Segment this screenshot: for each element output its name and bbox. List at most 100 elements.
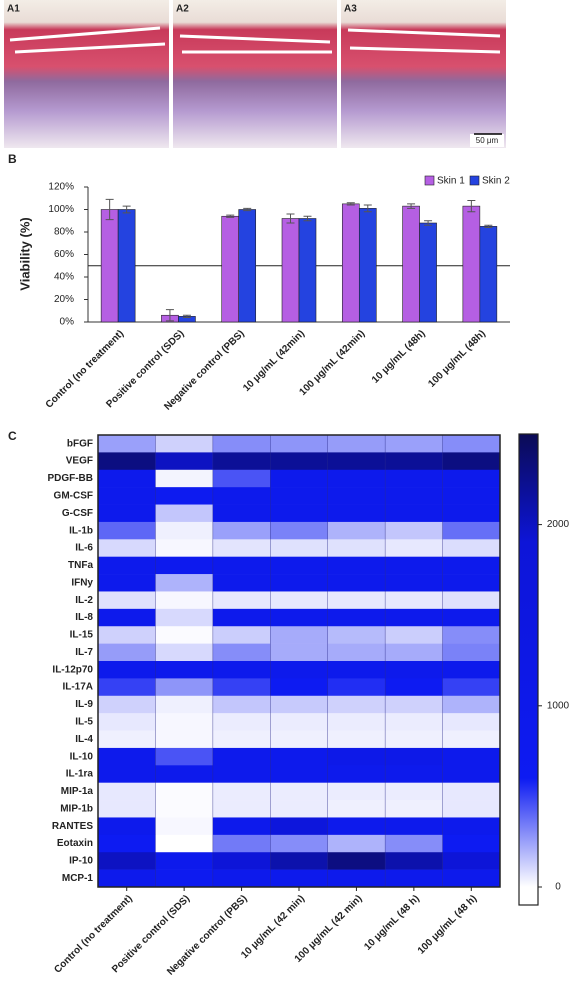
heatmap-cell [442, 591, 501, 610]
x-tick-label: 100 μg/mL (42min) [298, 328, 368, 398]
y-tick-label: 20% [54, 294, 74, 305]
heatmap-cell [98, 747, 156, 766]
heatmap-cell [270, 765, 329, 783]
scale-label: 50 μm [476, 136, 499, 145]
heatmap-cell [442, 626, 501, 644]
row-label: bFGF [67, 438, 93, 449]
heatmap-cell [442, 608, 501, 627]
row-label: TNFa [68, 560, 93, 571]
heatmap-cell [98, 678, 156, 697]
heatmap-cell [98, 504, 156, 523]
heatmap-cell [98, 713, 156, 731]
heatmap-cell [212, 852, 271, 870]
heatmap-cell [270, 574, 329, 592]
error-bar [484, 224, 493, 228]
heatmap-cell [270, 800, 329, 818]
heatmap-cell [98, 591, 156, 610]
heatmap-cell [442, 852, 501, 870]
histology-images: A1 A2 A3 50 μm [4, 0, 506, 148]
heatmap-cell [327, 643, 386, 662]
heatmap-cell [442, 469, 501, 488]
heatmap-cell [327, 661, 386, 679]
heatmap-cell [212, 730, 271, 749]
row-label: IL-2 [75, 595, 93, 606]
x-tick-label: 100 μg/mL (48h) [426, 328, 487, 389]
heatmap-cell [212, 834, 271, 853]
heatmap-cell [155, 852, 214, 870]
heatmap-cell [385, 730, 443, 749]
heatmap-cell [155, 574, 214, 592]
heatmap-cell [327, 713, 386, 731]
heatmap-cell [327, 469, 386, 488]
heatmap-cell [270, 852, 329, 870]
x-tick-label: 100 μg/mL (48 h) [416, 893, 479, 956]
y-tick-label: 40% [54, 272, 74, 283]
heatmap-cell [385, 521, 443, 540]
row-label: IL-17A [62, 682, 93, 693]
heatmap-cell [327, 626, 386, 644]
bar [419, 222, 437, 323]
heatmap-cell [212, 521, 271, 540]
heatmap-cell [155, 435, 214, 453]
heatmap-cell [98, 539, 156, 557]
heatmap-cell [212, 643, 271, 662]
heatmap-cell [442, 695, 501, 714]
heatmap-cell [155, 608, 214, 627]
heatmap-cell [327, 521, 386, 540]
row-label: IL-1b [69, 525, 93, 536]
error-bar [122, 205, 131, 214]
heatmap-cell [442, 869, 501, 888]
bar [221, 215, 240, 323]
heatmap-cell [442, 747, 501, 766]
row-label: IP-10 [69, 856, 93, 867]
heatmap-cell [385, 713, 443, 731]
heatmap-cell [155, 469, 214, 488]
heatmap-cell [327, 574, 386, 592]
heatmap-cell [212, 608, 271, 627]
error-bar [105, 198, 114, 221]
heatmap-cell [155, 782, 214, 801]
error-bar [182, 314, 191, 318]
heatmap-cell [212, 678, 271, 697]
heatmap-cell [327, 747, 386, 766]
heatmap-cell [442, 643, 501, 662]
row-label: MIP-1b [60, 803, 93, 814]
heatmap-cell [442, 765, 501, 783]
heatmap-cell [270, 747, 329, 766]
heatmap-cell [212, 817, 271, 836]
heatmap-cell [442, 730, 501, 749]
row-label: IL-5 [75, 716, 93, 727]
heatmap-cell [212, 452, 271, 471]
scale-box [470, 134, 504, 147]
heatmap-cell [212, 782, 271, 801]
heatmap-cell [270, 713, 329, 731]
row-label: IL-4 [75, 734, 93, 745]
legend-swatch [469, 175, 480, 186]
bar [358, 208, 377, 323]
heatmap-cell [442, 713, 501, 731]
heatmap-cell [270, 626, 329, 644]
heatmap-cell [385, 504, 443, 523]
heatmap-cell [155, 730, 214, 749]
heatmap-cell [155, 678, 214, 697]
heatmap-cell [98, 626, 156, 644]
heatmap-cell [327, 800, 386, 818]
row-label: IL-9 [75, 699, 93, 710]
heatmap-cell [385, 747, 443, 766]
error-bar [303, 215, 312, 222]
heatmap-cell [327, 765, 386, 783]
heatmap-cell [155, 521, 214, 540]
tissue-layers [9, 26, 501, 54]
heatmap-cell [327, 678, 386, 697]
heatmap-cell [270, 695, 329, 714]
heatmap-cell [270, 504, 329, 523]
heatmap-cell [385, 469, 443, 488]
error-bar [346, 202, 355, 206]
image-label: A2 [176, 4, 189, 15]
heatmap-cell [442, 782, 501, 801]
legend-label: Skin 2 [482, 176, 510, 187]
heatmap-cell [385, 435, 443, 453]
error-bar [424, 220, 433, 226]
heatmap-cell [270, 521, 329, 540]
image [341, 0, 506, 148]
